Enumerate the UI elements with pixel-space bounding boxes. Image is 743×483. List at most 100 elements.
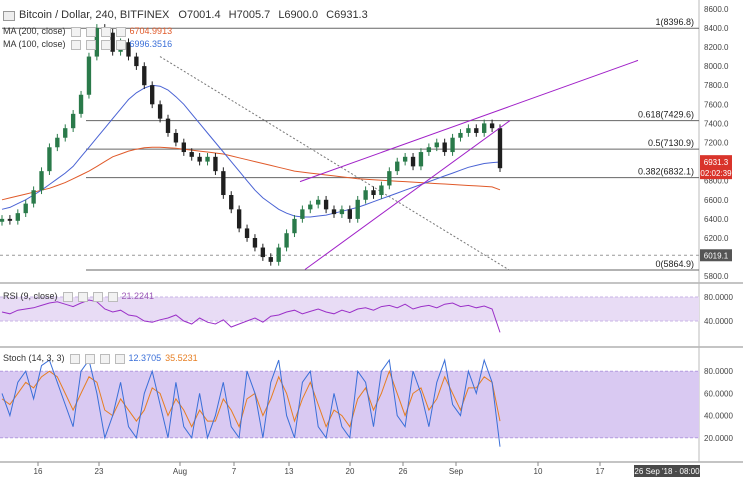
- ma100-legend[interactable]: MA (100, close) 6996.3516: [3, 38, 172, 51]
- moving-averages: [1, 84, 501, 218]
- settings-icon[interactable]: [85, 26, 96, 37]
- candle-body: [355, 199, 360, 219]
- price-tick-label: 7800.0: [704, 81, 729, 90]
- current-price-bg: [700, 155, 732, 180]
- stoch-pane: 80.0000 60.0000 40.0000 20.0000: [0, 358, 733, 447]
- candle-body: [260, 247, 266, 258]
- stoch-k-value: 12.3705: [128, 353, 162, 363]
- more-icon[interactable]: [115, 26, 126, 37]
- trend-lines[interactable]: [299, 59, 639, 270]
- eye-icon[interactable]: [69, 353, 80, 364]
- candle-body: [142, 66, 147, 86]
- rsi-tick-label: 80.0000: [704, 293, 733, 302]
- eye-icon[interactable]: [62, 291, 73, 302]
- settings-icon[interactable]: [85, 39, 96, 50]
- time-tick-label: 7: [232, 467, 237, 476]
- stoch-tick-label: 80.0000: [704, 367, 733, 376]
- time-tick-label: 23: [95, 467, 104, 476]
- candle-body: [173, 132, 179, 143]
- candle-body: [31, 190, 36, 204]
- candle-body: [126, 42, 131, 57]
- close-icon[interactable]: [92, 291, 103, 302]
- settings-icon[interactable]: [77, 291, 88, 302]
- candle-body: [308, 204, 313, 210]
- candle-body: [418, 152, 424, 167]
- stoch-tick-label: 60.0000: [704, 389, 733, 398]
- price-tick-label: 8000.0: [704, 62, 729, 71]
- candle-body: [15, 213, 20, 221]
- dotted-trend-line[interactable]: [159, 56, 511, 271]
- ma100-label: MA (100, close): [3, 39, 66, 49]
- candle-body: [466, 128, 471, 133]
- ma200-legend[interactable]: MA (200, close) 6704.9913: [3, 25, 172, 38]
- price-tick-label: 6600.0: [704, 196, 729, 205]
- rsi-tick-label: 40.0000: [704, 317, 733, 326]
- close-icon[interactable]: [99, 353, 110, 364]
- time-tick-label: 16: [34, 467, 43, 476]
- time-tick-label: 17: [596, 467, 605, 476]
- settings-icon[interactable]: [84, 353, 95, 364]
- candle-body: [157, 104, 163, 119]
- ohlc-values: O7001.4 H7005.7 L6900.0 C6931.3: [173, 9, 367, 22]
- eye-icon[interactable]: [70, 26, 81, 37]
- candle-body: [236, 209, 242, 229]
- more-icon[interactable]: [115, 39, 126, 50]
- candle-body: [410, 156, 416, 167]
- ohlc-high: H7005.7: [228, 9, 271, 21]
- candle-body: [63, 128, 68, 138]
- price-tick-label: 8200.0: [704, 43, 729, 52]
- candle-body: [86, 56, 92, 95]
- price-tick-label: 7200.0: [704, 139, 729, 148]
- close-icon[interactable]: [100, 26, 111, 37]
- ohlc-close: C6931.3: [326, 9, 368, 21]
- candle-body: [292, 218, 297, 234]
- eye-icon[interactable]: [70, 39, 81, 50]
- candle-body: [78, 94, 84, 114]
- price-tick-label: 8400.0: [704, 24, 729, 33]
- fib-retracement[interactable]: 1(8396.8) 0.618(7429.6) 0.5(7130.9) 0.382(6…: [0, 17, 699, 271]
- rsi-label: RSI (9, close): [3, 291, 58, 301]
- candle-body: [402, 156, 408, 162]
- candle-body: [442, 142, 447, 153]
- candle-body: [23, 203, 28, 214]
- candle-body: [387, 171, 392, 186]
- ohlc-low: L6900.0: [278, 9, 319, 21]
- rsi-line: [1, 299, 501, 333]
- candle-body: [379, 185, 384, 196]
- candle-body: [197, 156, 202, 162]
- time-tick-label: 13: [285, 467, 294, 476]
- candle-body: [252, 237, 258, 248]
- candle-body: [497, 128, 503, 169]
- candle-body: [434, 142, 439, 148]
- close-icon[interactable]: [100, 39, 111, 50]
- time-cursor-text: 26 Sep '18 · 08:00: [634, 467, 700, 476]
- fib-level-label: 0.382(6832.1): [638, 167, 694, 177]
- wedge-upper-line[interactable]: [299, 59, 639, 183]
- candle-body: [323, 199, 329, 210]
- grid-layer: [37, 462, 601, 466]
- time-tick-label: 26: [399, 467, 408, 476]
- wedge-lower-line[interactable]: [304, 120, 511, 270]
- symbol-legend[interactable]: Bitcoin / Dollar, 240, BITFINEX O7001.4 …: [3, 9, 368, 22]
- ma200-value: 6704.9913: [129, 26, 173, 36]
- candles: [0, 24, 503, 266]
- stoch-legend[interactable]: Stoch (14, 3, 3) 12.3705 35.5231: [3, 352, 198, 365]
- candle-body: [213, 156, 218, 172]
- candle-body: [39, 171, 44, 191]
- candle-body: [276, 247, 281, 262]
- stoch-tick-label: 40.0000: [704, 412, 733, 421]
- price-tick-label: 7400.0: [704, 119, 729, 128]
- time-tick-label: Aug: [173, 467, 187, 476]
- stoch-d-value: 35.5231: [165, 353, 198, 363]
- candle-body: [284, 233, 289, 248]
- ma100-value: 6996.3516: [129, 39, 173, 49]
- time-tick-label: 10: [534, 467, 543, 476]
- candle-body: [371, 190, 376, 196]
- more-icon[interactable]: [107, 291, 118, 302]
- candle-body: [189, 152, 194, 157]
- rsi-legend[interactable]: RSI (9, close) 21.2241: [3, 290, 154, 303]
- more-icon[interactable]: [114, 353, 125, 364]
- candle-body: [489, 123, 495, 129]
